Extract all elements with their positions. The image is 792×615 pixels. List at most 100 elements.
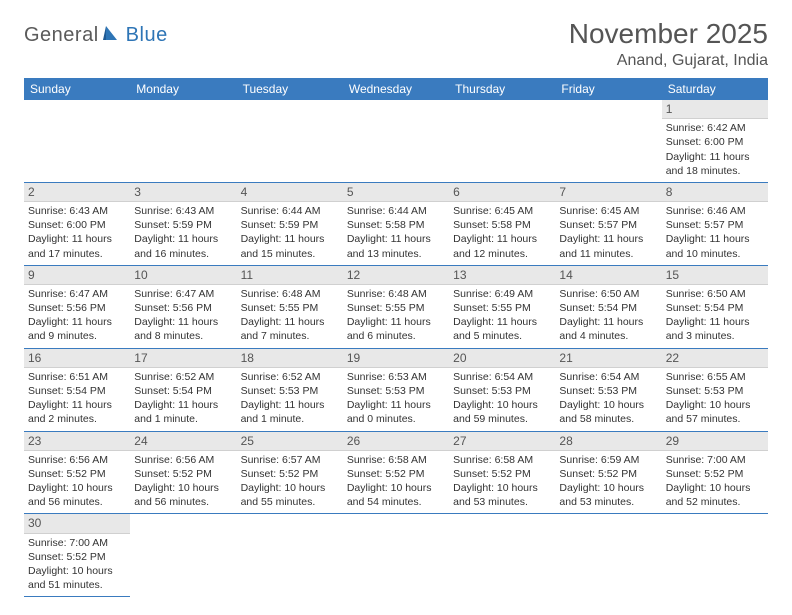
day-content: Sunrise: 6:59 AMSunset: 5:52 PMDaylight:… [555, 451, 661, 514]
calendar-cell: 21Sunrise: 6:54 AMSunset: 5:53 PMDayligh… [555, 349, 661, 432]
sunset-line: Sunset: 5:53 PM [347, 384, 445, 398]
calendar-cell: 20Sunrise: 6:54 AMSunset: 5:53 PMDayligh… [449, 349, 555, 432]
calendar-cell: 30Sunrise: 7:00 AMSunset: 5:52 PMDayligh… [24, 514, 130, 597]
logo: General Blue [24, 24, 168, 47]
day-content: Sunrise: 6:52 AMSunset: 5:54 PMDaylight:… [130, 368, 236, 431]
sunset-line: Sunset: 5:54 PM [559, 301, 657, 315]
calendar-cell: 3Sunrise: 6:43 AMSunset: 5:59 PMDaylight… [130, 183, 236, 266]
calendar-cell: 5Sunrise: 6:44 AMSunset: 5:58 PMDaylight… [343, 183, 449, 266]
daylight-line: Daylight: 11 hours and 15 minutes. [241, 232, 339, 260]
calendar-cell: 28Sunrise: 6:59 AMSunset: 5:52 PMDayligh… [555, 432, 661, 515]
day-content: Sunrise: 6:47 AMSunset: 5:56 PMDaylight:… [130, 285, 236, 348]
daylight-line: Daylight: 11 hours and 16 minutes. [134, 232, 232, 260]
sunrise-line: Sunrise: 6:50 AM [666, 287, 764, 301]
calendar-cell: 14Sunrise: 6:50 AMSunset: 5:54 PMDayligh… [555, 266, 661, 349]
sunset-line: Sunset: 6:00 PM [28, 218, 126, 232]
sunset-line: Sunset: 5:54 PM [134, 384, 232, 398]
sunrise-line: Sunrise: 6:56 AM [28, 453, 126, 467]
sunset-line: Sunset: 5:53 PM [559, 384, 657, 398]
weekday-header: Saturday [662, 78, 768, 100]
calendar-cell: 11Sunrise: 6:48 AMSunset: 5:55 PMDayligh… [237, 266, 343, 349]
location: Anand, Gujarat, India [569, 52, 768, 70]
sunrise-line: Sunrise: 6:54 AM [559, 370, 657, 384]
calendar-cell [130, 100, 236, 183]
sunrise-line: Sunrise: 6:55 AM [666, 370, 764, 384]
day-content: Sunrise: 7:00 AMSunset: 5:52 PMDaylight:… [24, 534, 130, 597]
sunrise-line: Sunrise: 6:54 AM [453, 370, 551, 384]
day-content: Sunrise: 6:46 AMSunset: 5:57 PMDaylight:… [662, 202, 768, 265]
sunrise-line: Sunrise: 7:00 AM [28, 536, 126, 550]
day-content: Sunrise: 6:50 AMSunset: 5:54 PMDaylight:… [555, 285, 661, 348]
title-block: November 2025 Anand, Gujarat, India [569, 18, 768, 70]
daylight-line: Daylight: 11 hours and 13 minutes. [347, 232, 445, 260]
sunset-line: Sunset: 5:54 PM [666, 301, 764, 315]
daylight-line: Daylight: 10 hours and 52 minutes. [666, 481, 764, 509]
calendar-cell: 29Sunrise: 7:00 AMSunset: 5:52 PMDayligh… [662, 432, 768, 515]
calendar-cell: 24Sunrise: 6:56 AMSunset: 5:52 PMDayligh… [130, 432, 236, 515]
day-number: 18 [237, 349, 343, 368]
daylight-line: Daylight: 11 hours and 4 minutes. [559, 315, 657, 343]
sunset-line: Sunset: 5:52 PM [666, 467, 764, 481]
day-content: Sunrise: 6:58 AMSunset: 5:52 PMDaylight:… [343, 451, 449, 514]
sunrise-line: Sunrise: 6:57 AM [241, 453, 339, 467]
day-number: 3 [130, 183, 236, 202]
calendar-cell: 1Sunrise: 6:42 AMSunset: 6:00 PMDaylight… [662, 100, 768, 183]
day-number: 14 [555, 266, 661, 285]
daylight-line: Daylight: 10 hours and 55 minutes. [241, 481, 339, 509]
daylight-line: Daylight: 11 hours and 1 minute. [134, 398, 232, 426]
sunset-line: Sunset: 5:52 PM [28, 467, 126, 481]
daylight-line: Daylight: 11 hours and 10 minutes. [666, 232, 764, 260]
weekday-header: Friday [555, 78, 661, 100]
sunrise-line: Sunrise: 6:58 AM [453, 453, 551, 467]
day-number: 21 [555, 349, 661, 368]
sunset-line: Sunset: 5:55 PM [347, 301, 445, 315]
calendar-cell: 10Sunrise: 6:47 AMSunset: 5:56 PMDayligh… [130, 266, 236, 349]
sunset-line: Sunset: 5:55 PM [241, 301, 339, 315]
day-number: 25 [237, 432, 343, 451]
daylight-line: Daylight: 10 hours and 57 minutes. [666, 398, 764, 426]
day-number: 10 [130, 266, 236, 285]
sunrise-line: Sunrise: 6:43 AM [28, 204, 126, 218]
day-number: 13 [449, 266, 555, 285]
sunrise-line: Sunrise: 6:59 AM [559, 453, 657, 467]
calendar-page: General Blue November 2025 Anand, Gujara… [0, 0, 792, 615]
daylight-line: Daylight: 11 hours and 12 minutes. [453, 232, 551, 260]
daylight-line: Daylight: 11 hours and 18 minutes. [666, 150, 764, 178]
sunset-line: Sunset: 5:52 PM [134, 467, 232, 481]
day-number: 30 [24, 514, 130, 533]
day-number: 1 [662, 100, 768, 119]
day-content: Sunrise: 6:51 AMSunset: 5:54 PMDaylight:… [24, 368, 130, 431]
weekday-header: Thursday [449, 78, 555, 100]
day-content: Sunrise: 6:50 AMSunset: 5:54 PMDaylight:… [662, 285, 768, 348]
sunset-line: Sunset: 5:58 PM [347, 218, 445, 232]
calendar-cell: 22Sunrise: 6:55 AMSunset: 5:53 PMDayligh… [662, 349, 768, 432]
day-content: Sunrise: 6:45 AMSunset: 5:57 PMDaylight:… [555, 202, 661, 265]
sunset-line: Sunset: 5:53 PM [241, 384, 339, 398]
day-number: 19 [343, 349, 449, 368]
logo-text-blue: Blue [126, 24, 168, 47]
daylight-line: Daylight: 11 hours and 0 minutes. [347, 398, 445, 426]
sunrise-line: Sunrise: 6:44 AM [241, 204, 339, 218]
sunrise-line: Sunrise: 6:48 AM [241, 287, 339, 301]
calendar-cell: 26Sunrise: 6:58 AMSunset: 5:52 PMDayligh… [343, 432, 449, 515]
calendar-cell: 25Sunrise: 6:57 AMSunset: 5:52 PMDayligh… [237, 432, 343, 515]
sunset-line: Sunset: 5:52 PM [347, 467, 445, 481]
day-number: 15 [662, 266, 768, 285]
sunset-line: Sunset: 5:59 PM [241, 218, 339, 232]
day-content: Sunrise: 6:44 AMSunset: 5:58 PMDaylight:… [343, 202, 449, 265]
daylight-line: Daylight: 10 hours and 53 minutes. [453, 481, 551, 509]
day-content: Sunrise: 6:48 AMSunset: 5:55 PMDaylight:… [343, 285, 449, 348]
day-content: Sunrise: 6:43 AMSunset: 5:59 PMDaylight:… [130, 202, 236, 265]
day-content: Sunrise: 6:49 AMSunset: 5:55 PMDaylight:… [449, 285, 555, 348]
sunset-line: Sunset: 5:54 PM [28, 384, 126, 398]
sunrise-line: Sunrise: 6:58 AM [347, 453, 445, 467]
calendar-cell [555, 514, 661, 597]
sunset-line: Sunset: 6:00 PM [666, 135, 764, 149]
header: General Blue November 2025 Anand, Gujara… [24, 18, 768, 70]
calendar-cell [343, 514, 449, 597]
day-content: Sunrise: 6:56 AMSunset: 5:52 PMDaylight:… [130, 451, 236, 514]
sunset-line: Sunset: 5:56 PM [28, 301, 126, 315]
day-content: Sunrise: 6:48 AMSunset: 5:55 PMDaylight:… [237, 285, 343, 348]
day-content: Sunrise: 6:53 AMSunset: 5:53 PMDaylight:… [343, 368, 449, 431]
sunrise-line: Sunrise: 6:47 AM [134, 287, 232, 301]
